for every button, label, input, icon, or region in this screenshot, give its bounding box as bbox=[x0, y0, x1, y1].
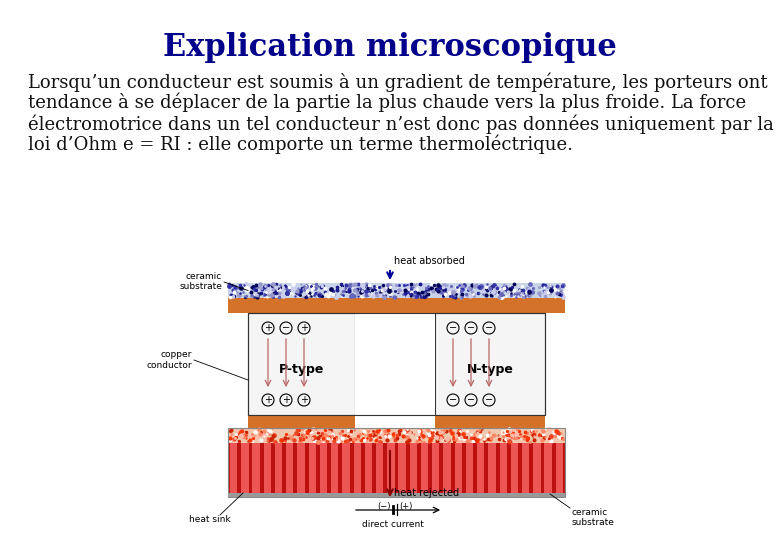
Text: P-type: P-type bbox=[278, 362, 324, 375]
Bar bbox=[511, 443, 518, 493]
Text: (−): (−) bbox=[378, 502, 391, 511]
Text: copper
conductor: copper conductor bbox=[147, 350, 192, 370]
Bar bbox=[435, 313, 545, 415]
Text: (+): (+) bbox=[399, 502, 413, 511]
Bar bbox=[421, 443, 428, 493]
Text: −: − bbox=[467, 323, 475, 333]
Bar bbox=[264, 443, 271, 493]
Text: −: − bbox=[485, 395, 493, 405]
Text: +: + bbox=[300, 395, 308, 405]
Bar bbox=[228, 428, 565, 443]
Text: direct current: direct current bbox=[362, 520, 424, 529]
Text: Lorsqu’un conducteur est soumis à un gradient de température, les porteurs ont: Lorsqu’un conducteur est soumis à un gra… bbox=[28, 72, 768, 91]
Bar bbox=[435, 415, 545, 428]
Text: tendance à se déplacer de la partie la plus chaude vers la plus froide. La force: tendance à se déplacer de la partie la p… bbox=[28, 93, 746, 112]
Text: −: − bbox=[467, 395, 475, 405]
Bar bbox=[477, 443, 484, 493]
Text: −: − bbox=[449, 395, 457, 405]
Bar bbox=[387, 443, 395, 493]
Bar bbox=[228, 493, 565, 497]
Bar bbox=[286, 443, 293, 493]
Bar bbox=[544, 443, 551, 493]
Text: −: − bbox=[449, 323, 457, 333]
Text: heat rejected: heat rejected bbox=[394, 488, 459, 498]
Bar bbox=[555, 443, 563, 493]
Bar bbox=[230, 443, 237, 493]
Bar bbox=[248, 313, 355, 415]
Bar bbox=[228, 443, 565, 493]
Text: −: − bbox=[282, 323, 290, 333]
Bar bbox=[309, 443, 316, 493]
Bar bbox=[228, 428, 565, 497]
Bar bbox=[432, 443, 439, 493]
Text: +: + bbox=[282, 395, 290, 405]
Bar bbox=[342, 443, 349, 493]
Bar bbox=[228, 283, 565, 298]
Bar bbox=[410, 443, 417, 493]
Bar bbox=[522, 443, 530, 493]
Bar bbox=[488, 443, 495, 493]
Bar bbox=[228, 298, 565, 313]
Bar bbox=[399, 443, 406, 493]
Bar bbox=[331, 443, 339, 493]
Text: Explication microscopique: Explication microscopique bbox=[163, 32, 617, 63]
Bar bbox=[275, 443, 282, 493]
Text: −: − bbox=[485, 323, 493, 333]
Text: électromotrice dans un tel conducteur n’est donc pas données uniquement par la: électromotrice dans un tel conducteur n’… bbox=[28, 114, 774, 133]
Text: heat sink: heat sink bbox=[190, 515, 231, 524]
Bar bbox=[365, 443, 372, 493]
Text: +: + bbox=[300, 323, 308, 333]
Bar bbox=[355, 313, 435, 428]
Bar bbox=[499, 443, 507, 493]
Bar bbox=[241, 443, 249, 493]
Text: N-type: N-type bbox=[466, 362, 513, 375]
Bar bbox=[297, 443, 305, 493]
Bar bbox=[443, 443, 451, 493]
Bar bbox=[248, 313, 545, 415]
Bar bbox=[248, 415, 355, 428]
Bar bbox=[466, 443, 473, 493]
Text: +: + bbox=[264, 323, 272, 333]
Bar bbox=[455, 443, 462, 493]
Bar bbox=[534, 443, 541, 493]
Text: loi d’Ohm e = RI : elle comporte un terme thermoléctrique.: loi d’Ohm e = RI : elle comporte un term… bbox=[28, 135, 573, 154]
Text: ceramic
substrate: ceramic substrate bbox=[572, 508, 615, 528]
Text: +: + bbox=[264, 395, 272, 405]
Text: heat absorbed: heat absorbed bbox=[394, 256, 465, 266]
Bar bbox=[320, 443, 327, 493]
Text: ceramic
substrate: ceramic substrate bbox=[179, 272, 222, 292]
Bar bbox=[376, 443, 383, 493]
Bar bbox=[253, 443, 260, 493]
Bar bbox=[353, 443, 361, 493]
